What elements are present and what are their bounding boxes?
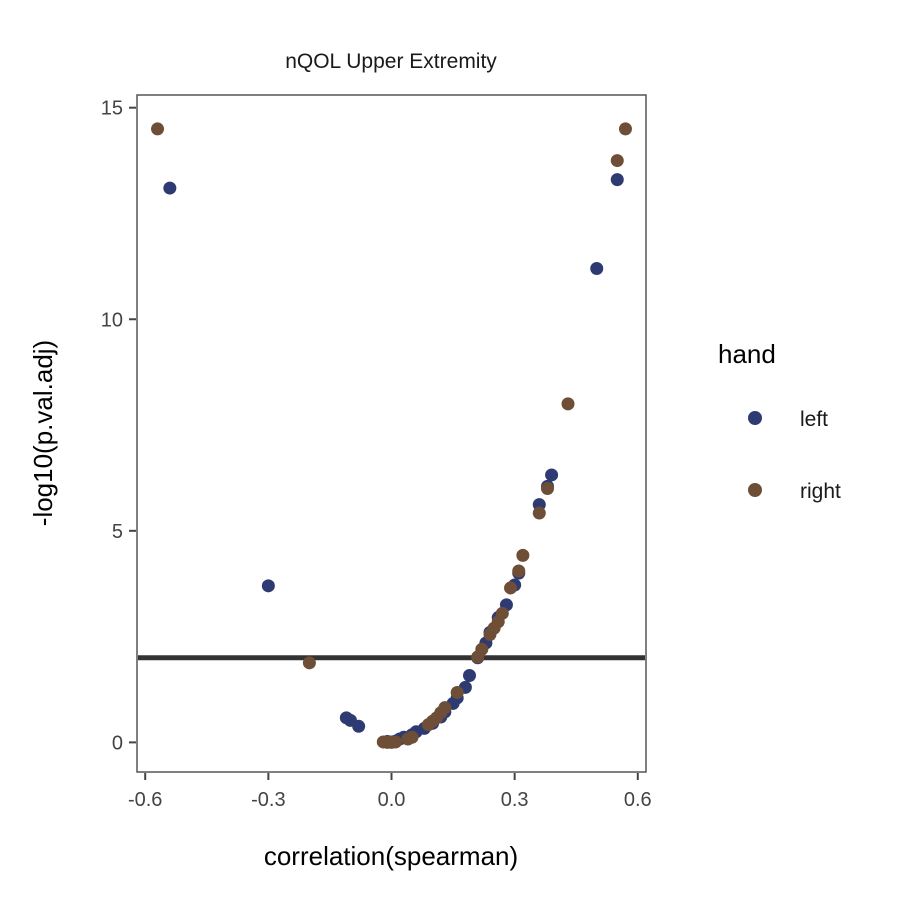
point-right [495, 606, 509, 620]
x-tick-label: 0.0 [378, 789, 406, 811]
y-axis-title: -log10(p.val.adj) [28, 340, 58, 526]
legend-label-left: left [800, 408, 828, 431]
legend-label-right: right [800, 480, 841, 503]
points-layer [151, 122, 632, 749]
point-right [405, 730, 419, 744]
point-right [540, 482, 554, 496]
point-left [352, 719, 366, 733]
x-tick-label: -0.3 [251, 789, 285, 811]
y-tick-label: 10 [101, 309, 123, 331]
x-axis: -0.6 -0.3 0.0 0.3 0.6 [128, 773, 652, 811]
point-right [302, 656, 316, 670]
point-left [590, 261, 604, 275]
point-left [261, 579, 275, 593]
point-left [462, 669, 476, 683]
point-right [475, 642, 489, 656]
point-left [163, 181, 177, 195]
point-left [545, 468, 559, 482]
point-right [532, 506, 546, 520]
point-right [438, 701, 452, 715]
legend-key-left [748, 411, 762, 425]
chart-title: nQOL Upper Extremity [285, 50, 497, 73]
point-right [450, 685, 464, 699]
y-tick-label: 5 [112, 521, 123, 543]
point-right [610, 154, 624, 168]
point-right [389, 735, 403, 749]
x-tick-label: -0.6 [128, 789, 162, 811]
point-right [512, 564, 526, 578]
plot-panel [136, 94, 647, 773]
point-right [516, 548, 530, 562]
x-tick-label: 0.3 [501, 789, 529, 811]
x-axis-title: correlation(spearman) [264, 841, 518, 871]
point-left [610, 173, 624, 187]
y-tick-label: 15 [101, 98, 123, 120]
legend-key-right [748, 483, 762, 497]
point-right [151, 122, 165, 136]
point-right [618, 122, 632, 136]
legend-title: hand [718, 339, 776, 369]
y-tick-label: 0 [112, 732, 123, 754]
legend: hand left right [718, 339, 841, 503]
point-right [504, 581, 518, 595]
point-right [561, 397, 575, 411]
x-tick-label: 0.6 [624, 789, 652, 811]
y-axis: 0 5 10 15 [101, 98, 136, 754]
